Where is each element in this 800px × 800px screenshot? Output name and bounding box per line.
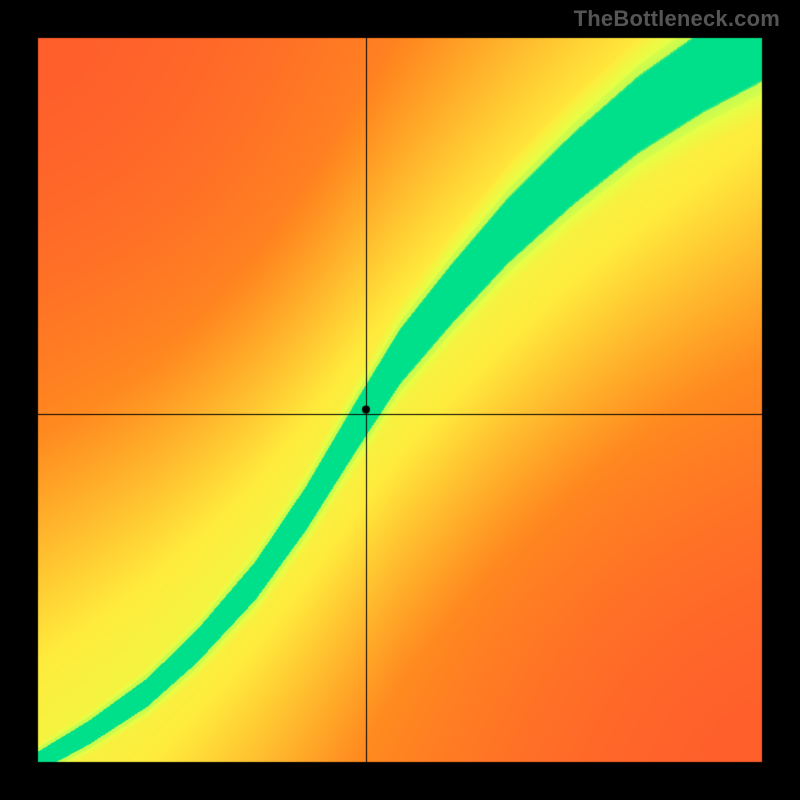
bottleneck-heatmap: [0, 0, 800, 800]
heatmap-canvas: [0, 0, 800, 800]
watermark-text: TheBottleneck.com: [574, 6, 780, 32]
